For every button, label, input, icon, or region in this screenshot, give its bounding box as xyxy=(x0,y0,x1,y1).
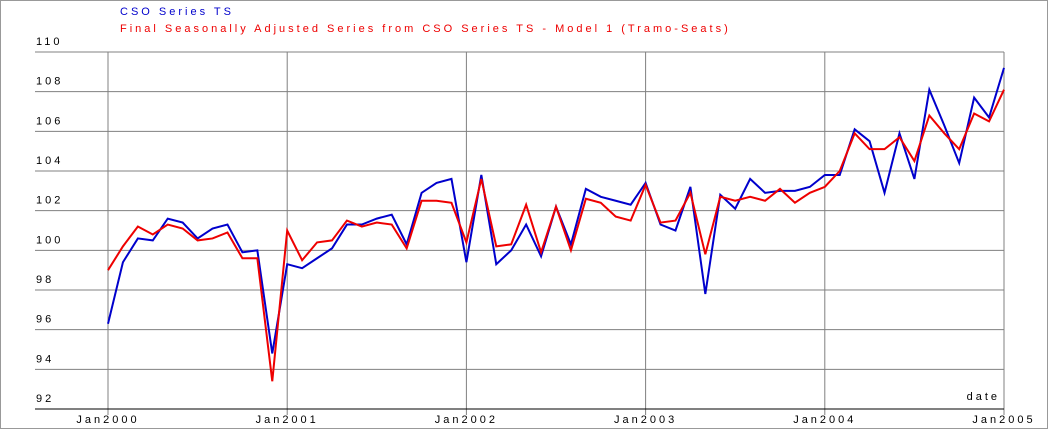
y-tick-label: 108 xyxy=(36,76,63,88)
legend-label: Final Seasonally Adjusted Series from CS… xyxy=(120,23,731,35)
x-tick-label: Jan2000 xyxy=(76,414,139,426)
legend-label: CSO Series TS xyxy=(120,6,234,18)
x-tick-label: Jan2002 xyxy=(435,414,498,426)
x-tick-label: Jan2001 xyxy=(256,414,319,426)
y-tick-label: 96 xyxy=(36,314,54,326)
y-tick-label: 100 xyxy=(36,234,63,246)
y-tick-label: 92 xyxy=(36,393,54,405)
x-tick-label: Jan2005 xyxy=(972,414,1035,426)
x-tick-label: Jan2003 xyxy=(614,414,677,426)
y-tick-label: 110 xyxy=(36,36,63,48)
x-axis-label: date xyxy=(967,391,1000,403)
x-tick-label: Jan2004 xyxy=(793,414,856,426)
series-line xyxy=(107,89,1005,382)
grid: 92 94 96 98 100 102 104 106 108 110 Jan2000 Jan2001… xyxy=(35,36,1035,426)
y-tick-label: 102 xyxy=(36,195,63,207)
y-tick-label: 106 xyxy=(36,115,63,127)
y-tick-label: 104 xyxy=(36,155,63,167)
y-tick-label: 94 xyxy=(36,353,54,365)
y-tick-label: 98 xyxy=(36,274,54,286)
plot xyxy=(107,67,1005,382)
